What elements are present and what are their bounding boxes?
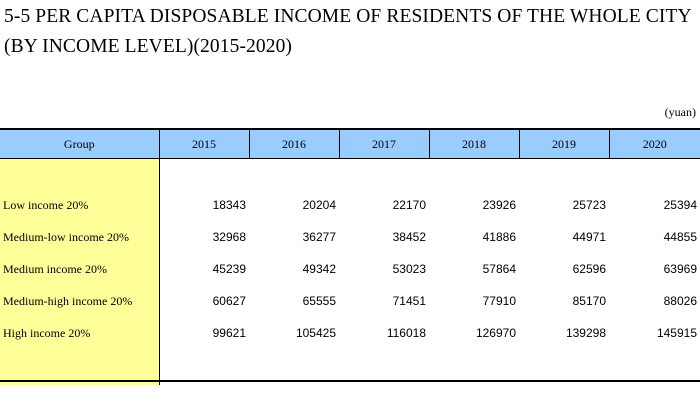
group-label: Medium-high income 20% xyxy=(0,285,160,317)
value-cell: 49342 xyxy=(302,262,336,276)
spacer-row xyxy=(0,158,700,190)
value-cell: 23926 xyxy=(482,198,516,212)
spacer-row xyxy=(0,349,700,385)
header-row: Group 2015 2016 2017 2018 2019 2020 xyxy=(0,129,700,159)
value-cell: 88026 xyxy=(663,294,697,308)
value-cell: 71451 xyxy=(392,294,426,308)
value-cell: 44971 xyxy=(572,230,606,244)
value-cell: 57864 xyxy=(482,262,516,276)
value-cell: 99621 xyxy=(212,326,246,340)
value-cell: 44855 xyxy=(663,230,697,244)
unit-label: (yuan) xyxy=(664,105,696,119)
value-cell: 53023 xyxy=(392,262,426,276)
value-cell: 38452 xyxy=(392,230,426,244)
value-cell: 139298 xyxy=(565,326,606,340)
value-cell: 45239 xyxy=(212,262,246,276)
value-cell: 85170 xyxy=(572,294,606,308)
table-row: Medium-high income 20% 60627 65555 71451… xyxy=(0,285,700,317)
value-cell: 22170 xyxy=(392,198,426,212)
value-cell: 116018 xyxy=(386,326,426,340)
year-header: 2019 xyxy=(518,129,609,159)
income-table: Group 2015 2016 2017 2018 2019 2020 Low … xyxy=(0,128,700,385)
year-header: 2018 xyxy=(428,129,519,159)
value-cell: 41886 xyxy=(482,230,516,244)
group-label: Low income 20% xyxy=(0,189,160,221)
group-header: Group xyxy=(0,129,159,159)
year-header: 2020 xyxy=(608,129,700,159)
year-header: 2015 xyxy=(158,129,249,159)
value-cell: 63969 xyxy=(663,262,697,276)
table-row: High income 20% 99621 105425 116018 1269… xyxy=(0,317,700,349)
value-cell: 105425 xyxy=(295,326,336,340)
value-cell: 60627 xyxy=(212,294,246,308)
income-table-container: Group 2015 2016 2017 2018 2019 2020 Low … xyxy=(0,128,700,385)
value-cell: 20204 xyxy=(302,198,336,212)
group-cell-empty xyxy=(0,349,160,385)
year-header: 2017 xyxy=(338,129,429,159)
value-cell: 32968 xyxy=(212,230,246,244)
group-cell-empty xyxy=(0,158,160,189)
group-label: Medium-low income 20% xyxy=(0,221,160,253)
table-row: Medium-low income 20% 32968 36277 38452 … xyxy=(0,221,700,253)
table-title: 5-5 PER CAPITA DISPOSABLE INCOME OF RESI… xyxy=(4,6,691,57)
value-cell: 62596 xyxy=(572,262,606,276)
value-cell: 77910 xyxy=(482,294,516,308)
value-cell: 145915 xyxy=(656,326,697,340)
value-cell: 126970 xyxy=(475,326,516,340)
value-cell: 65555 xyxy=(302,294,336,308)
table-row: Low income 20% 18343 20204 22170 23926 2… xyxy=(0,189,700,221)
value-cell: 25394 xyxy=(663,198,697,212)
value-cell: 36277 xyxy=(302,230,336,244)
group-label: Medium income 20% xyxy=(0,253,160,285)
bottom-rule xyxy=(0,380,700,382)
value-cell: 25723 xyxy=(572,198,606,212)
spacer-cell xyxy=(159,159,700,190)
group-label: High income 20% xyxy=(0,317,160,349)
value-cell: 18343 xyxy=(212,198,246,212)
table-row: Medium income 20% 45239 49342 53023 5786… xyxy=(0,253,700,285)
year-header: 2016 xyxy=(248,129,339,159)
